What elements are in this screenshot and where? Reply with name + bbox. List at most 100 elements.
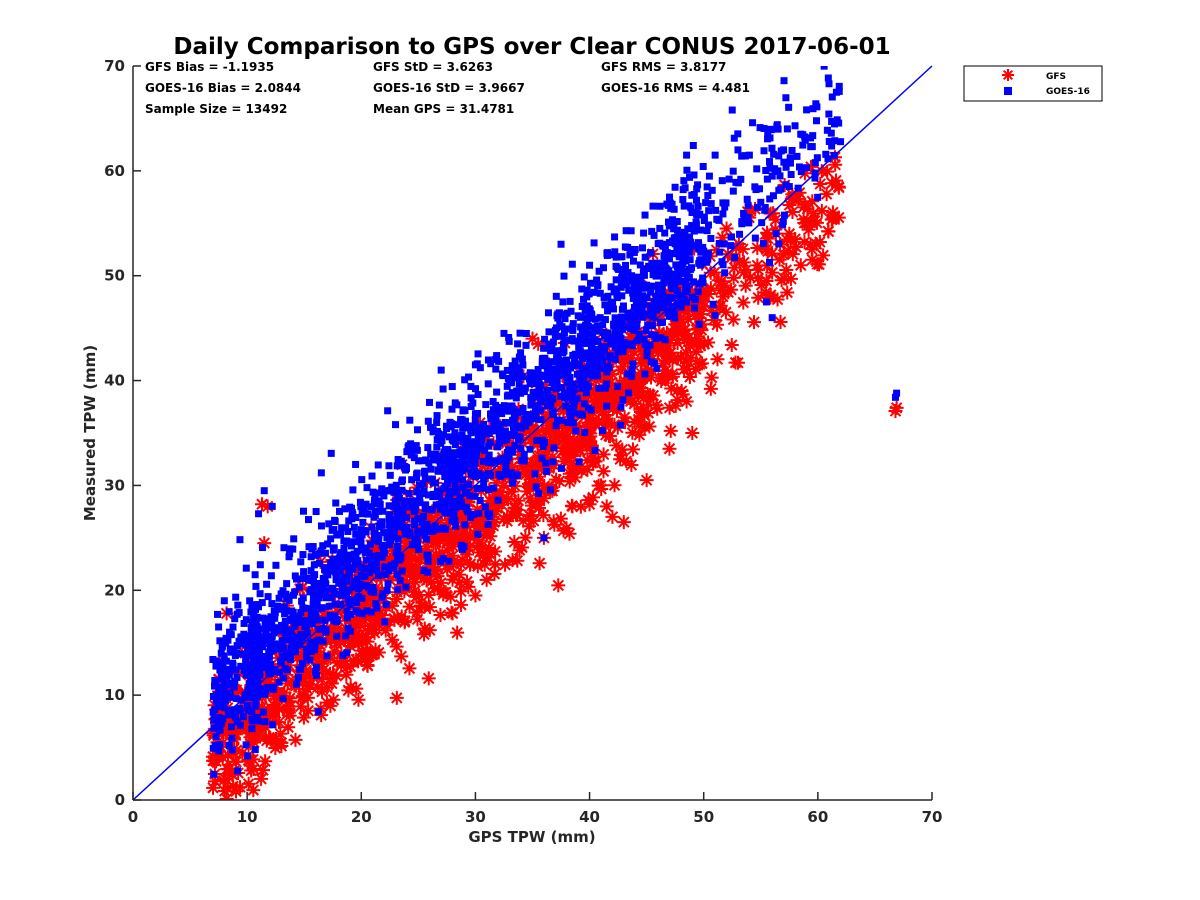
goes16-point xyxy=(248,601,256,609)
goes16-point xyxy=(253,693,261,701)
goes16-point xyxy=(419,480,427,488)
goes16-point xyxy=(591,315,599,323)
goes16-point xyxy=(392,481,400,489)
goes16-point xyxy=(513,387,521,395)
goes16-point xyxy=(502,402,510,410)
goes16-point xyxy=(305,576,313,584)
goes16-point xyxy=(450,511,458,519)
goes16-point xyxy=(230,683,238,691)
goes16-point xyxy=(425,459,433,467)
gfs-point xyxy=(247,727,262,742)
goes16-point xyxy=(471,361,479,369)
goes16-point xyxy=(300,617,308,625)
goes16-point xyxy=(373,566,381,574)
goes16-point xyxy=(436,505,444,513)
goes16-point xyxy=(312,550,320,558)
goes16-point xyxy=(503,382,511,390)
gfs-point xyxy=(697,336,712,351)
goes16-point xyxy=(722,199,730,207)
goes16-point xyxy=(686,256,694,264)
goes16-point xyxy=(342,524,350,532)
goes16-point xyxy=(620,272,628,280)
goes16-point xyxy=(252,618,260,626)
gfs-point xyxy=(572,438,587,453)
goes16-point xyxy=(398,567,406,575)
goes16-point xyxy=(656,224,664,232)
goes16-point xyxy=(348,542,356,550)
goes16-point xyxy=(471,416,479,424)
goes16-point xyxy=(427,450,435,458)
goes16-point xyxy=(343,614,351,622)
gfs-point xyxy=(349,681,364,696)
goes16-point xyxy=(368,472,376,480)
goes16-point xyxy=(442,525,450,533)
goes16-point xyxy=(286,626,294,634)
goes16-point xyxy=(525,375,533,383)
gfs-point xyxy=(710,352,725,367)
gfs-point xyxy=(582,497,597,512)
goes16-point xyxy=(407,440,415,448)
gfs-point xyxy=(617,373,632,388)
goes16-point xyxy=(267,622,275,630)
goes16-point xyxy=(729,187,737,195)
legend-gfs-label: GFS xyxy=(1046,72,1066,82)
gfs-point xyxy=(460,574,475,589)
goes16-point xyxy=(402,463,410,471)
goes16-point xyxy=(596,314,604,322)
goes16-point xyxy=(255,510,263,518)
gfs-point xyxy=(461,579,476,594)
gfs-point xyxy=(250,720,265,735)
gfs-point xyxy=(329,623,344,638)
goes16-point xyxy=(657,334,665,342)
goes16-point xyxy=(347,555,355,563)
goes16-point xyxy=(835,87,843,95)
goes16-point xyxy=(224,706,232,714)
goes16-point xyxy=(259,708,267,716)
goes16-point xyxy=(529,388,537,396)
gfs-point xyxy=(714,274,729,289)
goes16-point xyxy=(439,554,447,562)
gfs-point xyxy=(450,625,465,640)
goes16-point xyxy=(424,568,432,576)
goes16-point xyxy=(227,648,235,656)
goes16-point xyxy=(484,356,492,364)
goes16-point xyxy=(298,660,306,668)
goes16-point xyxy=(456,493,464,501)
goes16-point xyxy=(617,403,625,411)
gfs-point xyxy=(296,710,311,725)
goes16-point xyxy=(563,309,571,317)
goes16-point xyxy=(451,429,459,437)
goes16-point xyxy=(893,389,901,397)
goes16-point xyxy=(769,192,777,200)
goes16-point xyxy=(409,497,417,505)
goes16-point xyxy=(371,511,379,519)
gfs-point xyxy=(520,484,535,499)
gfs-point xyxy=(805,194,820,209)
gfs-point xyxy=(305,624,320,639)
goes16-point xyxy=(296,583,304,591)
goes16-point xyxy=(766,134,774,142)
goes16-point xyxy=(258,599,266,607)
goes16-point xyxy=(682,298,690,306)
goes16-point xyxy=(828,93,836,101)
goes16-point xyxy=(730,134,738,142)
goes16-point xyxy=(673,248,681,256)
goes16-point xyxy=(689,141,697,149)
gfs-point xyxy=(635,371,650,386)
gfs-point xyxy=(643,388,658,403)
goes16-point xyxy=(423,520,431,528)
goes16-point xyxy=(820,66,828,70)
goes16-point xyxy=(669,303,677,311)
goes16-point xyxy=(703,227,711,235)
goes16-point xyxy=(589,366,597,374)
gfs-point xyxy=(617,410,632,425)
gfs-point xyxy=(394,568,409,583)
gfs-point xyxy=(413,598,428,613)
gfs-point xyxy=(747,315,762,330)
gfs-point xyxy=(686,336,701,351)
gfs-point xyxy=(641,406,656,421)
goes16-point xyxy=(573,394,581,402)
goes16-point xyxy=(324,540,332,548)
x-tick-label: 20 xyxy=(351,808,372,826)
stat-text: GOES-16 StD = 3.9667 xyxy=(373,81,525,95)
